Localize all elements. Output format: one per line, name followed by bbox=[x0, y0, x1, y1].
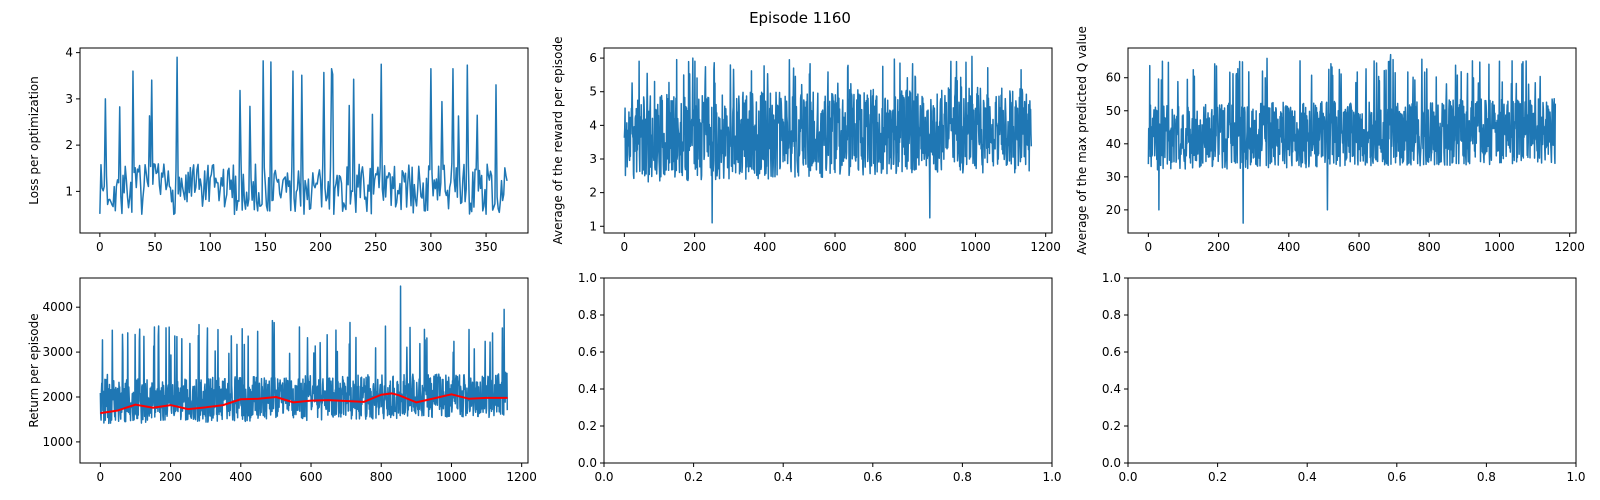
x-tick-label: 0.6 bbox=[863, 470, 882, 484]
y-tick-label: 40 bbox=[1106, 137, 1121, 151]
y-tick-label: 3000 bbox=[42, 345, 73, 359]
y-axis-label: Average of the max predicted Q value bbox=[1075, 26, 1089, 255]
series-line-moving-average bbox=[100, 392, 508, 415]
y-tick-label: 3 bbox=[589, 152, 597, 166]
x-tick-label: 1200 bbox=[506, 470, 537, 484]
x-tick-label: 1000 bbox=[1484, 240, 1515, 254]
y-tick-label: 20 bbox=[1106, 203, 1121, 217]
x-tick-label: 0.6 bbox=[1387, 470, 1406, 484]
x-tick-label: 0.4 bbox=[1298, 470, 1317, 484]
x-tick-label: 200 bbox=[309, 240, 332, 254]
x-tick-label: 0.0 bbox=[1118, 470, 1137, 484]
axes-frame bbox=[1127, 47, 1577, 234]
x-tick-label: 800 bbox=[1418, 240, 1441, 254]
x-tick-label: 250 bbox=[364, 240, 387, 254]
y-tick-label: 3 bbox=[65, 92, 73, 106]
y-tick-label: 0.0 bbox=[1102, 456, 1121, 470]
series-line-qvalue bbox=[1147, 53, 1557, 224]
y-tick-label: 0.0 bbox=[578, 456, 597, 470]
y-tick-label: 1 bbox=[65, 184, 73, 198]
axes-frame bbox=[79, 277, 529, 464]
y-tick-label: 0.8 bbox=[578, 308, 597, 322]
x-tick-label: 300 bbox=[419, 240, 442, 254]
subplot-reward: 0 200 400 600 800 1000 1200 1 2 3 4 5 6 Average of th… bbox=[551, 36, 1061, 254]
y-tick-label: 0.2 bbox=[1102, 419, 1121, 433]
subplot-empty1: 0.0 0.2 0.4 0.6 0.8 1.0 0.0 0.2 0.4 0.6 0.8 1.0 bbox=[578, 271, 1062, 484]
y-tick-label: 0.4 bbox=[1102, 382, 1121, 396]
subplot-empty2: 0.0 0.2 0.4 0.6 0.8 1.0 0.0 0.2 0.4 0.6 0.8 1.0 bbox=[1102, 271, 1586, 484]
x-tick-label: 600 bbox=[824, 240, 847, 254]
x-tick-label: 200 bbox=[683, 240, 706, 254]
figure-suptitle: Episode 1160 bbox=[749, 9, 851, 27]
x-tick-label: 400 bbox=[1277, 240, 1300, 254]
y-tick-label: 2 bbox=[65, 138, 73, 152]
y-axis-label: Return per episode bbox=[27, 313, 41, 427]
y-tick-label: 0.6 bbox=[578, 345, 597, 359]
x-tick-label: 50 bbox=[147, 240, 162, 254]
axes-frame bbox=[79, 47, 529, 234]
x-tick-label: 800 bbox=[370, 470, 393, 484]
x-tick-label: 0 bbox=[97, 470, 105, 484]
y-tick-label: 0.2 bbox=[578, 419, 597, 433]
y-tick-label: 0.4 bbox=[578, 382, 597, 396]
x-tick-label: 800 bbox=[894, 240, 917, 254]
y-tick-label: 4000 bbox=[42, 300, 73, 314]
y-tick-label: 30 bbox=[1106, 170, 1121, 184]
x-tick-label: 100 bbox=[199, 240, 222, 254]
y-tick-label: 50 bbox=[1106, 104, 1121, 118]
x-tick-label: 400 bbox=[753, 240, 776, 254]
x-tick-label: 0.8 bbox=[953, 470, 972, 484]
axes-frame bbox=[603, 47, 1053, 234]
axes-frame bbox=[1127, 277, 1577, 464]
y-tick-label: 1 bbox=[589, 219, 597, 233]
x-tick-label: 0.2 bbox=[684, 470, 703, 484]
axes-frame bbox=[603, 277, 1053, 464]
x-tick-label: 0.0 bbox=[594, 470, 613, 484]
subplot-loss: 0 50 100 150 200 250 300 350 1 2 3 4 Loss per optimi… bbox=[27, 46, 529, 254]
y-tick-label: 4 bbox=[65, 46, 73, 60]
y-tick-label: 60 bbox=[1106, 71, 1121, 85]
x-tick-label: 1.0 bbox=[1042, 470, 1061, 484]
x-tick-label: 0.4 bbox=[774, 470, 793, 484]
x-tick-label: 0.8 bbox=[1477, 470, 1496, 484]
y-tick-label: 6 bbox=[589, 51, 597, 65]
y-tick-label: 1000 bbox=[42, 435, 73, 449]
y-tick-label: 2 bbox=[589, 186, 597, 200]
x-tick-label: 0 bbox=[1145, 240, 1153, 254]
x-tick-label: 600 bbox=[300, 470, 323, 484]
x-tick-label: 1000 bbox=[436, 470, 467, 484]
x-tick-label: 0.2 bbox=[1208, 470, 1227, 484]
x-tick-label: 1.0 bbox=[1566, 470, 1585, 484]
x-tick-label: 400 bbox=[229, 470, 252, 484]
x-tick-label: 1200 bbox=[1030, 240, 1061, 254]
y-tick-label: 2000 bbox=[42, 390, 73, 404]
y-tick-label: 1.0 bbox=[578, 271, 597, 285]
x-tick-label: 1000 bbox=[960, 240, 991, 254]
series-line-return bbox=[99, 285, 509, 425]
y-tick-label: 0.6 bbox=[1102, 345, 1121, 359]
x-tick-label: 0 bbox=[96, 240, 104, 254]
y-axis-label: Average of the reward per episode bbox=[551, 36, 565, 244]
y-tick-label: 0.8 bbox=[1102, 308, 1121, 322]
x-tick-label: 350 bbox=[475, 240, 498, 254]
x-tick-label: 200 bbox=[1207, 240, 1230, 254]
y-tick-label: 1.0 bbox=[1102, 271, 1121, 285]
x-tick-label: 200 bbox=[159, 470, 182, 484]
series-line-loss bbox=[99, 56, 508, 216]
subplot-return: 0 200 400 600 800 1000 1200 1000 2000 3000 4000Ret… bbox=[27, 277, 537, 484]
series-line-reward bbox=[623, 55, 1033, 224]
x-tick-label: 1200 bbox=[1554, 240, 1585, 254]
x-tick-label: 0 bbox=[621, 240, 629, 254]
subplot-qvalue: 0 200 400 600 800 1000 1200 20 30 40 50 60 Average o… bbox=[1075, 26, 1585, 255]
x-tick-label: 150 bbox=[254, 240, 277, 254]
y-tick-label: 5 bbox=[589, 85, 597, 99]
y-axis-label: Loss per optimization bbox=[27, 76, 41, 205]
y-tick-label: 4 bbox=[589, 118, 597, 132]
x-tick-label: 600 bbox=[1348, 240, 1371, 254]
